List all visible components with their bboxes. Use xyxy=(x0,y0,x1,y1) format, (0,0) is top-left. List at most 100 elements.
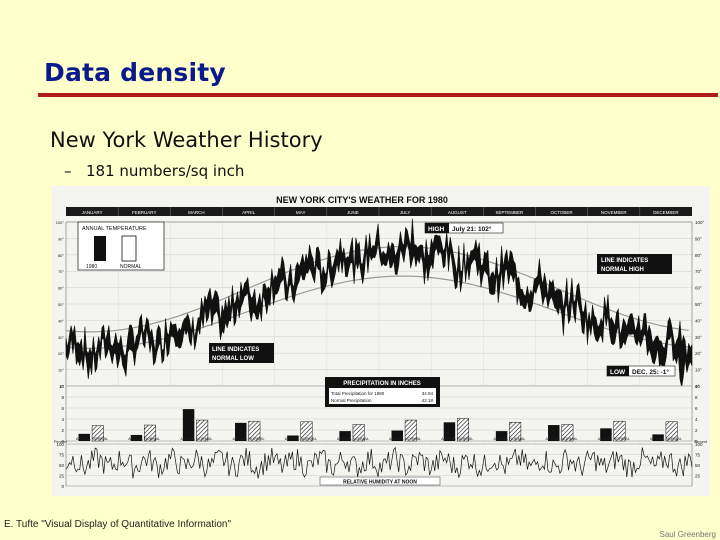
bar-pair-label: ACTUAL NORMAL xyxy=(598,437,630,441)
title-rule xyxy=(38,93,718,97)
bar-pair-label: ACTUAL NORMAL xyxy=(441,437,473,441)
precipitation-actual-bar xyxy=(495,431,508,441)
temperature-tick-right: 80° xyxy=(695,253,702,258)
precipitation-tick-right: 4 xyxy=(695,417,698,422)
temperature-tick-right: 50° xyxy=(695,302,702,307)
precipitation-actual-bar xyxy=(600,428,612,441)
figure-heading: NEW YORK CITY'S WEATHER FOR 1980 xyxy=(276,195,448,205)
temperature-tick-left: 60° xyxy=(58,286,64,291)
source-caption: E. Tufte "Visual Display of Quantitative… xyxy=(4,519,232,530)
precipitation-tick-left: 8 xyxy=(61,395,64,400)
month-label: MAY xyxy=(296,210,305,215)
humidity-tick-left: 50 xyxy=(59,463,65,468)
sub-bullet-point: –181 numbers/sq inch xyxy=(64,162,244,180)
temperature-tick-right: 60° xyxy=(695,286,702,291)
humidity-tick-right: 50 xyxy=(695,463,701,468)
bar-pair-label: ACTUAL NORMAL xyxy=(128,437,160,441)
month-label: APRIL xyxy=(242,210,256,215)
precipitation-normal-bar xyxy=(509,422,522,442)
legend-normal: NORMAL xyxy=(120,264,142,270)
precipitation-normal-bar xyxy=(248,420,261,442)
precipitation-row-2-label: Normal Precipitation xyxy=(331,398,372,403)
sub-bullet-text: 181 numbers/sq inch xyxy=(86,162,245,180)
humidity-tick-left: 25 xyxy=(59,474,65,479)
temperature-tick-left: 0° xyxy=(60,384,64,389)
month-label: DECEMBER xyxy=(653,210,679,215)
temperature-tick-right: 30° xyxy=(695,335,702,340)
temperature-tick-left: 80° xyxy=(58,253,64,258)
legend-title: ANNUAL TEMPERATURE xyxy=(82,226,147,232)
precipitation-actual-bar xyxy=(652,434,664,441)
precipitation-normal-bar xyxy=(300,421,313,442)
normal-high-note-line-2: NORMAL HIGH xyxy=(601,267,644,273)
normal-low-note: LINE INDICATES NORMAL LOW xyxy=(209,343,274,363)
temperature-tick-left: 10° xyxy=(58,368,64,373)
precipitation-tick-left: 2 xyxy=(61,428,64,433)
temperature-tick-left: 40° xyxy=(58,318,64,323)
record-low-value: DEC. 25: -1° xyxy=(632,368,669,376)
precipitation-actual-bar xyxy=(443,422,456,441)
month-label: AUGUST xyxy=(448,210,467,215)
temperature-tick-right: 10° xyxy=(695,368,702,373)
precipitation-normal-bar xyxy=(665,421,678,442)
humidity-tick-right: 75 xyxy=(695,453,701,458)
temperature-tick-left: 20° xyxy=(58,351,64,356)
normal-low-note-line-1: LINE INDICATES xyxy=(212,347,259,353)
humidity-left-title: Percent xyxy=(54,440,68,444)
temperature-tick-left: 100° xyxy=(56,220,65,225)
precipitation-tick-right: 10 xyxy=(695,384,701,389)
temperature-tick-right: 100° xyxy=(695,220,705,225)
precipitation-actual-bar xyxy=(391,430,403,441)
bar-pair-label: ACTUAL NORMAL xyxy=(180,437,212,441)
precipitation-normal-bar xyxy=(457,418,469,442)
precipitation-tick-left: 4 xyxy=(61,417,64,422)
humidity-tick-right: 100 xyxy=(695,442,703,447)
precipitation-tick-right: 0 xyxy=(695,439,698,444)
bar-pair-label: ACTUAL NORMAL xyxy=(493,437,525,441)
month-label: NOVEMBER xyxy=(601,210,628,215)
sub-bullet-dash: – xyxy=(64,162,72,180)
precipitation-tick-left: 0 xyxy=(61,439,64,444)
month-label: SEPTEMBER xyxy=(496,210,525,215)
humidity-line xyxy=(65,446,693,479)
temperature-tick-right: 40° xyxy=(695,318,702,323)
record-low-label: LOW xyxy=(610,369,626,376)
bar-pair-label: ACTUAL NORMAL xyxy=(389,437,421,441)
daily-temperature-band xyxy=(65,218,693,388)
precipitation-tick-right: 2 xyxy=(695,428,698,433)
month-label: FEBRUARY xyxy=(132,210,156,215)
precipitation-normal-bar xyxy=(144,424,156,442)
humidity-tick-right: 25 xyxy=(695,474,701,479)
precipitation-tick-left: 6 xyxy=(61,406,64,411)
month-label: JULY xyxy=(400,210,411,215)
precipitation-actual-bar xyxy=(182,409,195,441)
precipitation-row-1-label: Total Precipitation for 1980 xyxy=(331,391,385,396)
bar-pair-label: ACTUAL NORMAL xyxy=(285,437,317,441)
temperature-tick-left: 50° xyxy=(58,302,64,307)
precipitation-title: PRECIPITATION IN INCHES xyxy=(343,381,420,387)
normal-high-note: LINE INDICATES NORMAL HIGH xyxy=(597,254,672,274)
normal-high-note-line-1: LINE INDICATES xyxy=(601,258,648,264)
normal-low-note-line-2: NORMAL LOW xyxy=(212,356,254,362)
precipitation-actual-bar xyxy=(287,435,299,441)
month-label: JANUARY xyxy=(82,210,103,215)
temperature-tick-left: 70° xyxy=(58,269,64,274)
weather-chart-svg: NEW YORK CITY'S WEATHER FOR 1980 JANUARY… xyxy=(52,186,710,496)
precipitation-normal-bar xyxy=(196,419,209,442)
record-high-box: HIGH July 21: 102° xyxy=(424,222,504,234)
precipitation-row-1-value: 34.94 xyxy=(422,391,434,396)
bar-pair-label: ACTUAL NORMAL xyxy=(76,437,108,441)
humidity-title-box: RELATIVE HUMIDITY AT NOON xyxy=(319,476,441,486)
precipitation-normal-bar xyxy=(404,419,417,442)
humidity-tick-left: 0 xyxy=(61,484,64,489)
precipitation-tick-right: 6 xyxy=(695,406,698,411)
slide-title: Data density xyxy=(44,58,226,87)
humidity-tick-left: 100 xyxy=(56,442,64,447)
temperature-tick-left: 30° xyxy=(58,335,64,340)
humidity-tick-left: 75 xyxy=(59,453,65,458)
month-label: MARCH xyxy=(188,210,205,215)
weather-graphic: NEW YORK CITY'S WEATHER FOR 1980 JANUARY… xyxy=(52,186,710,496)
precipitation-normal-bar xyxy=(613,420,626,442)
record-high-label: HIGH xyxy=(428,226,445,233)
temperature-tick-right: 20° xyxy=(695,351,702,356)
